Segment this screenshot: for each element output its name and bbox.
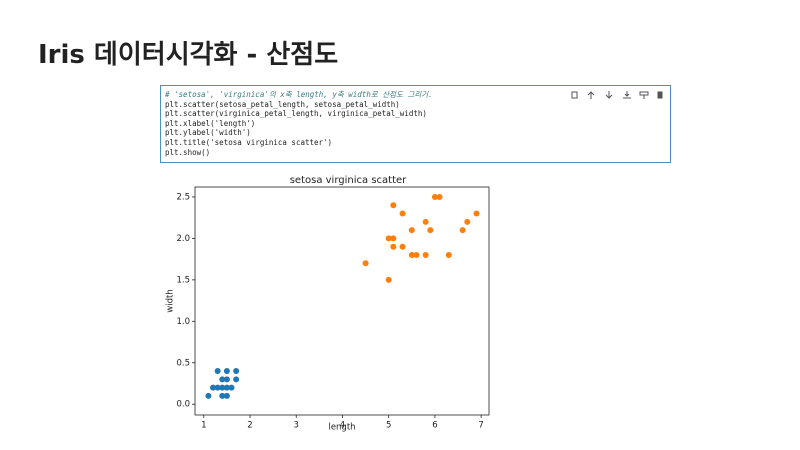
move-down-icon[interactable] xyxy=(605,91,613,99)
y-axis-label: width xyxy=(166,289,176,312)
y-tick-label: 1.0 xyxy=(176,317,190,327)
code-line: plt.ylabel('width') xyxy=(165,128,251,138)
code-line: # 'setosa', 'virginica'의 x축 length, y축 w… xyxy=(165,90,433,99)
code-line: plt.xlabel('length') xyxy=(165,118,256,128)
x-tick-label: 4 xyxy=(340,421,345,431)
point xyxy=(219,392,226,399)
code-line: plt.show() xyxy=(165,147,211,157)
point xyxy=(422,218,429,225)
point xyxy=(233,376,240,383)
point xyxy=(422,251,429,258)
slide-title: Iris 데이터시각화 - 산점도 xyxy=(38,40,339,70)
point xyxy=(233,368,240,375)
point xyxy=(214,368,221,375)
point xyxy=(214,384,221,391)
x-axis-label: length xyxy=(328,423,355,433)
y-tick-label: 2.5 xyxy=(176,192,190,202)
point xyxy=(445,251,452,258)
point xyxy=(223,376,230,383)
point xyxy=(205,392,212,399)
code-line: plt.scatter(setosa_petal_length, setosa_… xyxy=(165,99,400,109)
point xyxy=(399,210,406,217)
chart-title: setosa virginica scatter xyxy=(290,175,407,186)
plot-frame xyxy=(194,186,490,416)
point xyxy=(390,235,397,242)
point xyxy=(228,384,235,391)
x-tick-label: 1 xyxy=(201,421,206,431)
x-tick-label: 6 xyxy=(432,421,437,431)
point xyxy=(223,368,230,375)
point xyxy=(408,227,415,234)
point xyxy=(210,384,217,391)
y-tick-label: 1.5 xyxy=(176,275,190,285)
code-line: plt.scatter(virginica_petal_length, virg… xyxy=(165,109,427,119)
point xyxy=(473,210,480,217)
point xyxy=(413,251,420,258)
point xyxy=(385,235,392,242)
point xyxy=(223,384,230,391)
point xyxy=(219,384,226,391)
x-tick-label: 7 xyxy=(478,421,483,431)
format-icon[interactable] xyxy=(639,91,649,99)
point xyxy=(436,193,443,200)
delete-icon[interactable] xyxy=(657,91,663,99)
x-tick-label: 3 xyxy=(294,421,299,431)
point xyxy=(223,392,230,399)
point xyxy=(408,251,415,258)
y-tick-label: 0.0 xyxy=(176,400,190,410)
point xyxy=(431,193,438,200)
y-tick-label: 0.5 xyxy=(176,358,190,368)
point xyxy=(459,227,466,234)
x-tick-label: 2 xyxy=(247,421,252,431)
point xyxy=(427,227,434,234)
point xyxy=(362,260,369,267)
code-line: plt.title('setosa virginica scatter') xyxy=(165,137,333,147)
point xyxy=(219,376,226,383)
point xyxy=(390,202,397,209)
code-cell[interactable]: # 'setosa', 'virginica'의 x축 length, y축 w… xyxy=(160,85,671,163)
copy-icon[interactable] xyxy=(571,91,578,99)
move-up-icon[interactable] xyxy=(587,91,595,99)
cell-toolbar xyxy=(571,91,663,99)
point xyxy=(385,276,392,283)
point xyxy=(399,243,406,250)
y-tick-label: 2.0 xyxy=(176,234,190,244)
insert-icon[interactable] xyxy=(623,91,631,99)
point xyxy=(464,218,471,225)
point xyxy=(390,243,397,250)
x-tick-label: 5 xyxy=(386,421,391,431)
